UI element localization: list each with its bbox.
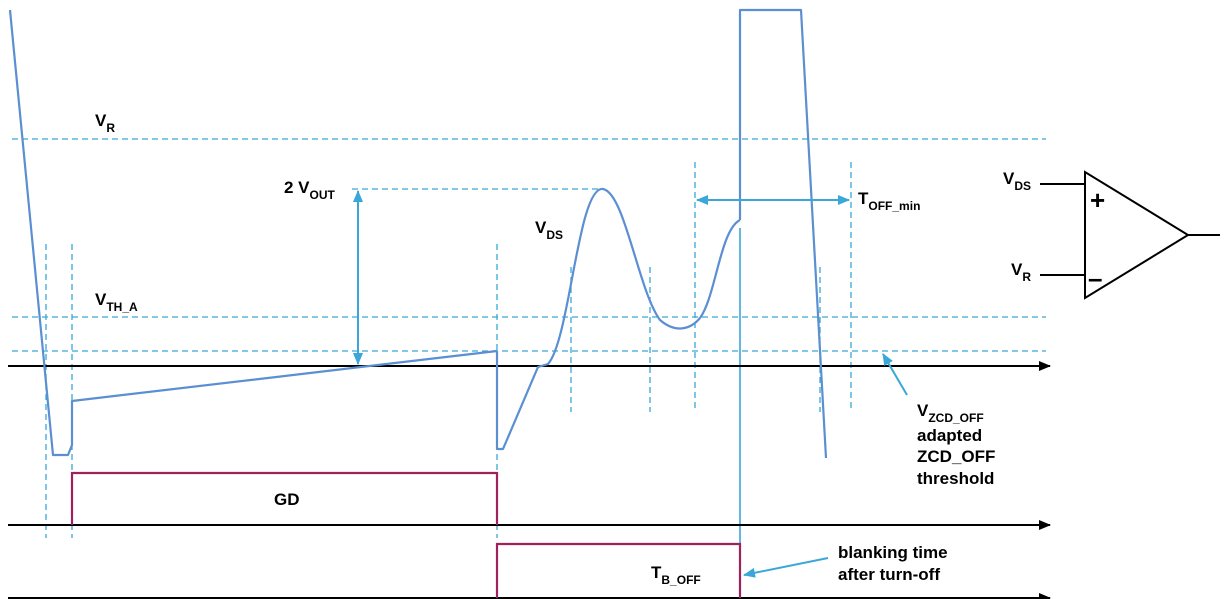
vth-label: VTH_A <box>95 290 138 314</box>
toff-min-label: TOFF_min <box>858 189 920 213</box>
tboff-pulse <box>495 542 742 598</box>
comparator-triangle <box>1084 170 1190 300</box>
blanking-pointer-arrow <box>743 557 829 578</box>
blanking-time-text: blanking time <box>838 543 948 562</box>
comparator <box>1040 170 1220 300</box>
vzcd-off-label: VZCD_OFF <box>917 401 984 425</box>
vzcd-threshold-text: threshold <box>917 469 994 488</box>
vr-label: VR <box>95 111 115 135</box>
vds-waveform-ringing <box>495 187 741 451</box>
vzcd-zcd-off-text: ZCD_OFF <box>917 447 995 466</box>
tboff-label: TB_OFF <box>651 563 701 587</box>
comparator-minus-sign: – <box>1088 263 1102 293</box>
comparator-plus-sign: + <box>1090 185 1105 215</box>
vout-label: 2 VOUT <box>284 178 336 202</box>
comparator-vds-label: VDS <box>1003 169 1031 193</box>
comparator-vr-label: VR <box>1011 260 1031 284</box>
gd-label: GD <box>274 490 300 509</box>
gd-pulse <box>70 471 499 525</box>
vzcd-adapted-text: adapted <box>917 426 982 445</box>
vzcd-pointer-arrow <box>882 353 908 396</box>
vds-waveform-initial-fall <box>8 9 498 457</box>
after-turnoff-text: after turn-off <box>838 565 940 584</box>
vds-label: VDS <box>535 218 563 242</box>
vds-waveform-turnon <box>738 8 828 459</box>
